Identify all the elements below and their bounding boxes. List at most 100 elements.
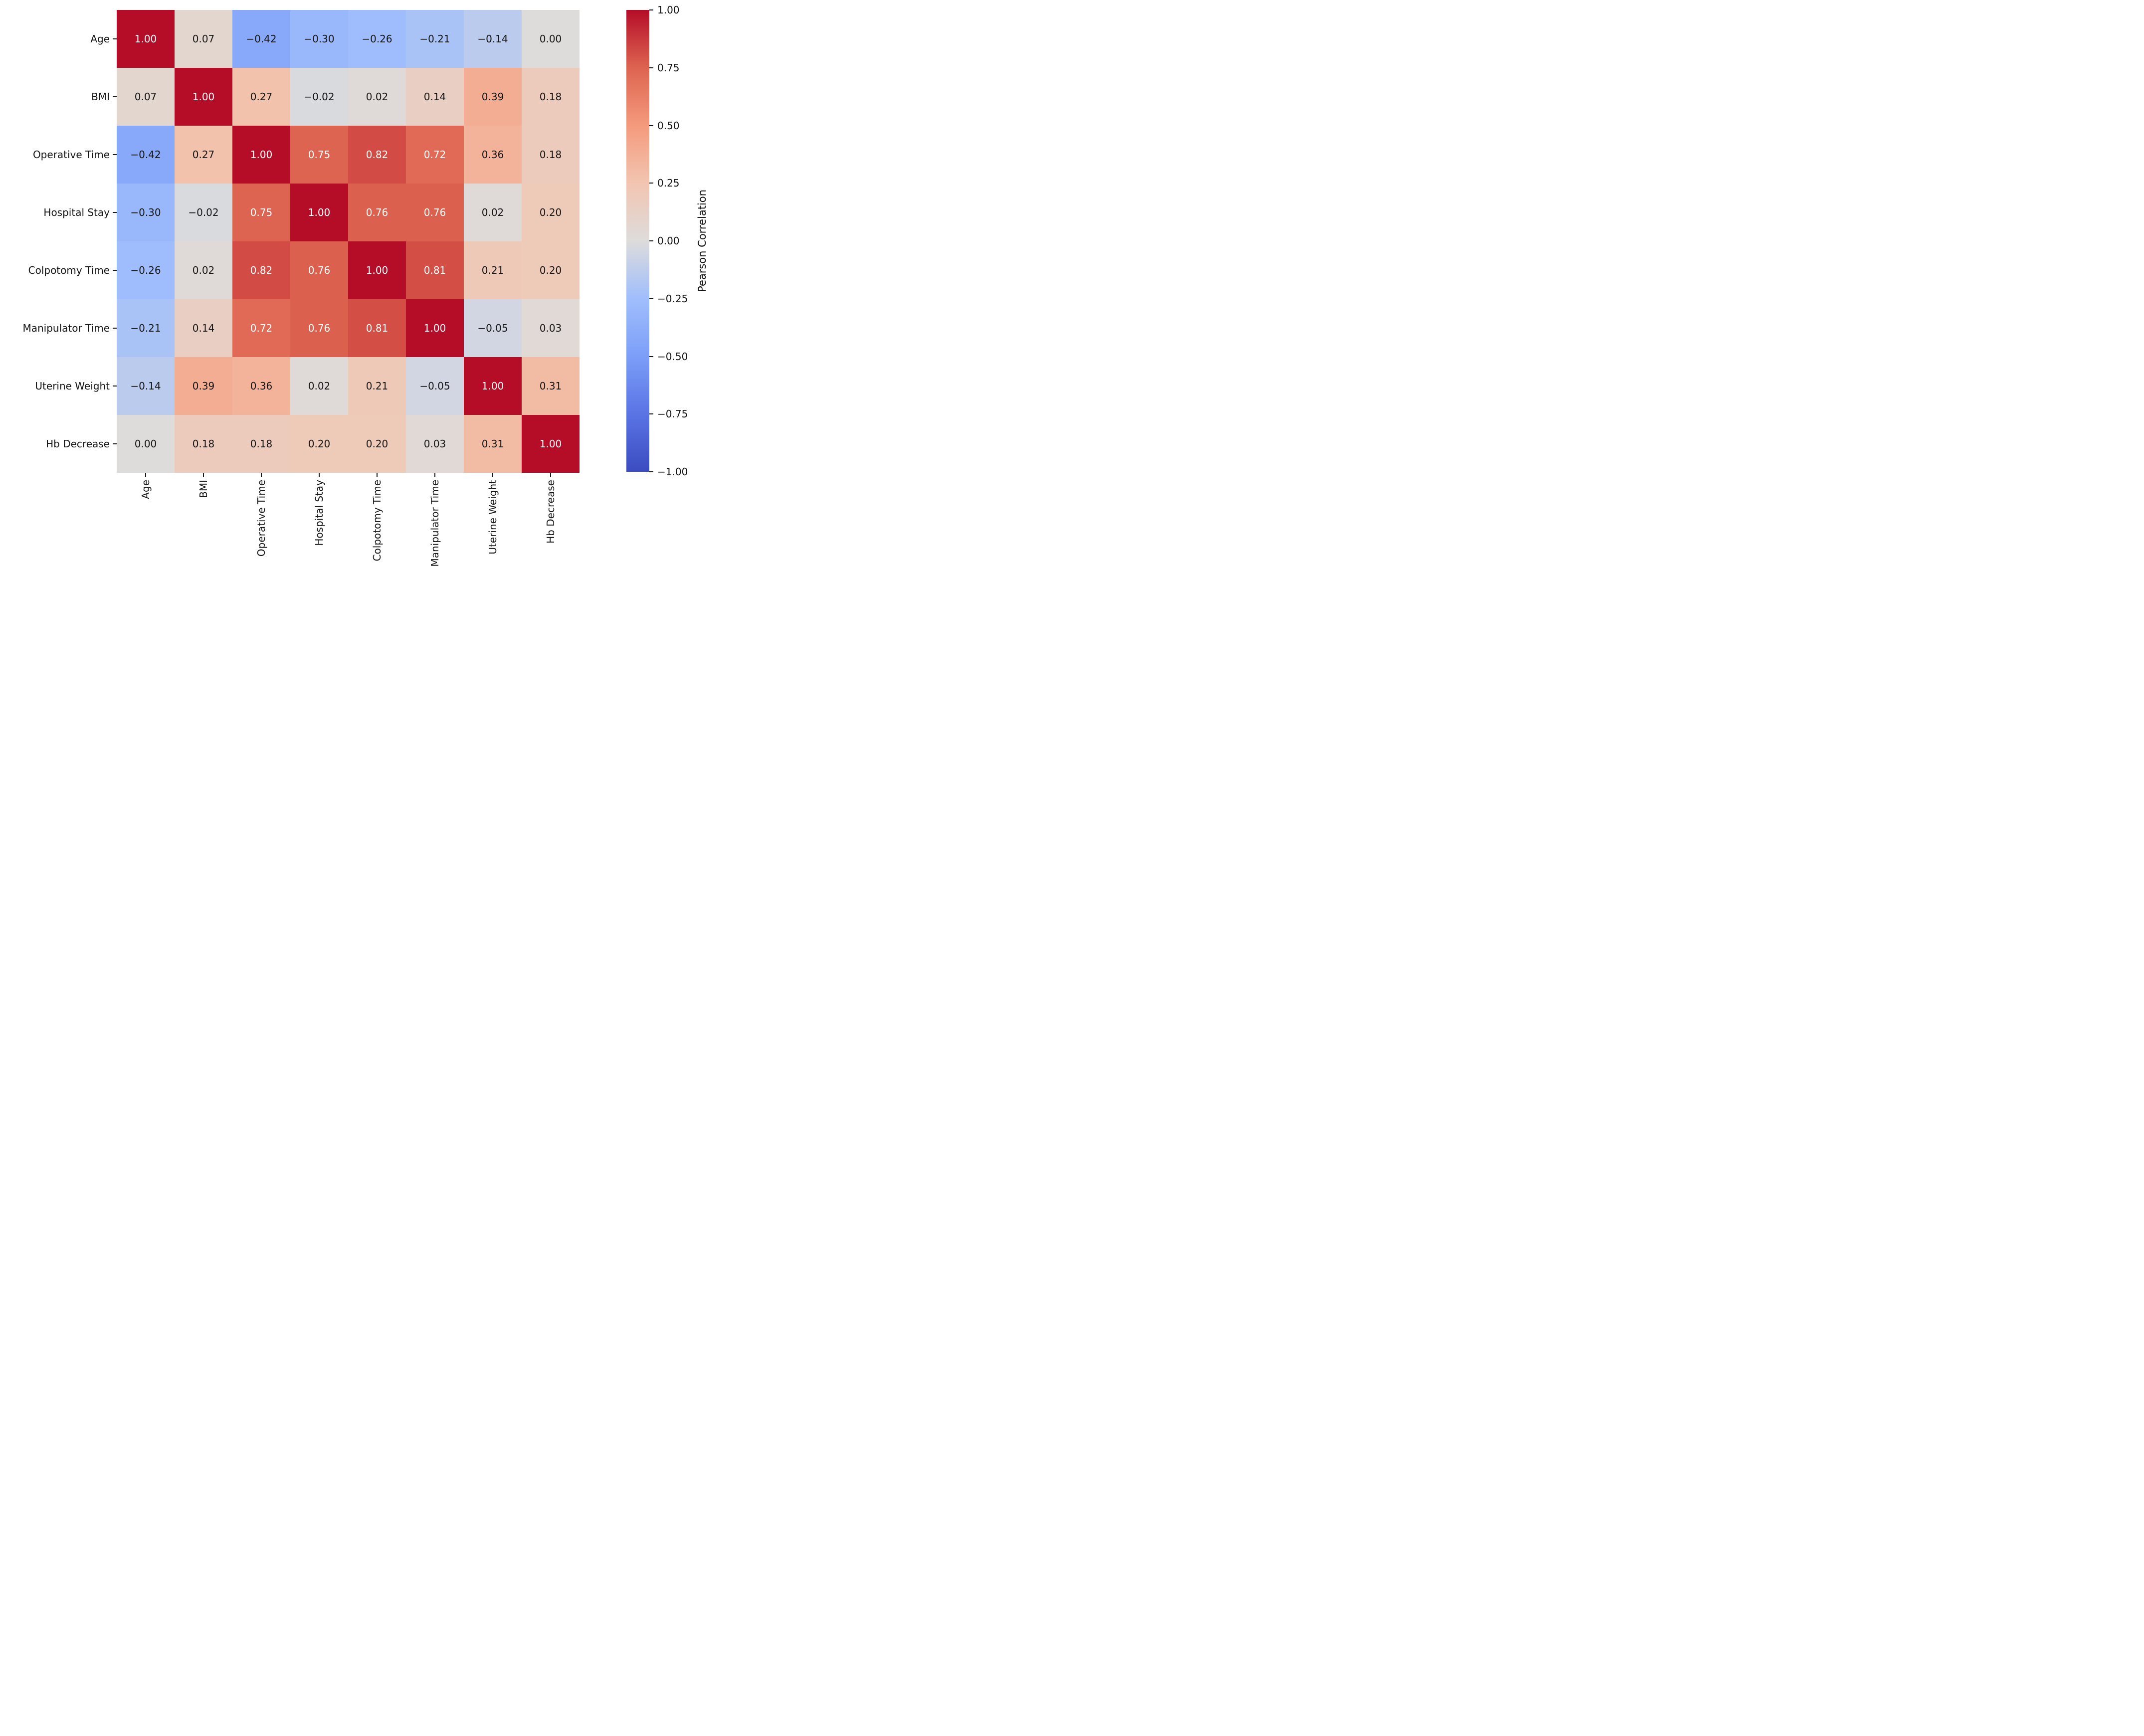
colorbar-tick-mark [649, 183, 653, 184]
colorbar-tick-label: −0.75 [657, 408, 688, 420]
heatmap-cell: 0.76 [348, 184, 406, 241]
heatmap-cell: 0.18 [522, 68, 580, 126]
colorbar-tick-mark [649, 471, 653, 472]
heatmap-cell: 1.00 [117, 10, 175, 68]
heatmap-cell: 0.76 [290, 299, 348, 357]
heatmap-cell: −0.02 [175, 184, 232, 241]
heatmap-cell: 0.20 [522, 241, 580, 299]
y-tick-mark [113, 443, 117, 444]
x-tick-mark [319, 473, 320, 477]
heatmap-cell: 0.82 [232, 241, 290, 299]
heatmap-cell: 1.00 [522, 415, 580, 473]
y-tick-mark [113, 328, 117, 329]
colorbar-tick-label: 0.00 [657, 235, 680, 247]
heatmap-cell: 1.00 [464, 357, 522, 415]
colorbar-tick-mark [649, 9, 653, 10]
colorbar-tick-mark [649, 356, 653, 357]
x-tick-label: Hb Decrease [545, 480, 557, 544]
heatmap-cell: 1.00 [175, 68, 232, 126]
heatmap-cell: 0.03 [406, 415, 464, 473]
x-tick-mark [550, 473, 551, 477]
x-tick-label: Operative Time [255, 480, 267, 557]
x-tick-mark [145, 473, 146, 477]
heatmap-cell: 0.14 [406, 68, 464, 126]
heatmap-cell: −0.05 [464, 299, 522, 357]
heatmap-cell: −0.30 [117, 184, 175, 241]
colorbar-gradient [626, 10, 649, 472]
heatmap-cell: 1.00 [290, 184, 348, 241]
colorbar-tick-mark [649, 67, 653, 68]
heatmap-cell: −0.26 [117, 241, 175, 299]
colorbar-tick-mark [649, 125, 653, 126]
heatmap-grid: 1.00 0.07 −0.42 −0.30 −0.26 −0.21 −0.14 0.00 0.0… [117, 10, 580, 473]
x-tick-label: BMI [197, 480, 209, 498]
heatmap-cell: −0.02 [290, 68, 348, 126]
x-tick-mark [434, 473, 435, 477]
heatmap-cell: 0.18 [175, 415, 232, 473]
heatmap-cell: 0.82 [348, 126, 406, 184]
heatmap-cell: 0.02 [348, 68, 406, 126]
heatmap-cell: 0.72 [232, 299, 290, 357]
heatmap-cell: 0.02 [175, 241, 232, 299]
colorbar-tick-label: 0.50 [657, 119, 680, 132]
heatmap-cell: −0.05 [406, 357, 464, 415]
y-tick-label: Hospital Stay [43, 206, 110, 218]
x-tick-mark [492, 473, 493, 477]
heatmap-cell: −0.14 [464, 10, 522, 68]
y-tick-label: BMI [91, 91, 110, 103]
colorbar-tick-label: −0.50 [657, 350, 688, 363]
x-tick-label: Uterine Weight [487, 480, 499, 555]
colorbar-tick-label: −0.25 [657, 292, 688, 305]
heatmap-cell: 0.21 [348, 357, 406, 415]
y-tick-label: Operative Time [32, 149, 110, 161]
heatmap-cell: 1.00 [232, 126, 290, 184]
heatmap-cell: −0.42 [117, 126, 175, 184]
y-tick-label: Colpotomy Time [28, 264, 110, 276]
heatmap-cell: 0.39 [464, 68, 522, 126]
heatmap-cell: −0.42 [232, 10, 290, 68]
y-tick-mark [113, 96, 117, 97]
x-tick-mark [261, 473, 262, 477]
x-tick-label: Age [140, 480, 152, 499]
heatmap-cell: 0.75 [290, 126, 348, 184]
heatmap-cell: 0.36 [232, 357, 290, 415]
y-tick-label: Uterine Weight [35, 380, 110, 392]
colorbar-tick-label: 0.25 [657, 177, 680, 190]
heatmap-cell: 0.76 [290, 241, 348, 299]
y-tick-mark [113, 38, 117, 39]
x-tick-mark [203, 473, 204, 477]
colorbar-axis-label: Pearson Correlation [696, 190, 708, 292]
heatmap-cell: 0.31 [464, 415, 522, 473]
heatmap-cell: 0.14 [175, 299, 232, 357]
x-tick-label: Colpotomy Time [371, 480, 383, 562]
correlation-heatmap-figure: Age BMI Operative Time Hospital Stay Colpoto… [0, 0, 715, 579]
heatmap-cell: −0.26 [348, 10, 406, 68]
heatmap-cell: 0.27 [175, 126, 232, 184]
heatmap-cell: 0.20 [348, 415, 406, 473]
heatmap-cell: 0.03 [522, 299, 580, 357]
y-tick-label: Manipulator Time [22, 322, 110, 334]
heatmap-cell: −0.21 [406, 10, 464, 68]
y-tick-label: Hb Decrease [46, 438, 110, 450]
heatmap-cell: −0.30 [290, 10, 348, 68]
heatmap-cell: 0.20 [290, 415, 348, 473]
heatmap-cell: 1.00 [348, 241, 406, 299]
heatmap-cell: 0.72 [406, 126, 464, 184]
colorbar-tick-mark [649, 240, 653, 241]
heatmap-cell: 0.75 [232, 184, 290, 241]
heatmap-cell: 0.39 [175, 357, 232, 415]
colorbar-tick-label: 0.75 [657, 61, 680, 74]
heatmap-cell: 0.76 [406, 184, 464, 241]
heatmap-cell: 0.00 [522, 10, 580, 68]
heatmap-cell: 0.21 [464, 241, 522, 299]
heatmap-cell: 0.31 [522, 357, 580, 415]
colorbar-tick-mark [649, 298, 653, 299]
heatmap-cell: 0.18 [522, 126, 580, 184]
y-tick-mark [113, 212, 117, 213]
heatmap-cell: 1.00 [406, 299, 464, 357]
heatmap-cell: −0.21 [117, 299, 175, 357]
heatmap-cell: 0.07 [175, 10, 232, 68]
heatmap-cell: 0.20 [522, 184, 580, 241]
colorbar-tick-mark [649, 413, 653, 415]
x-tick-mark [377, 473, 378, 477]
